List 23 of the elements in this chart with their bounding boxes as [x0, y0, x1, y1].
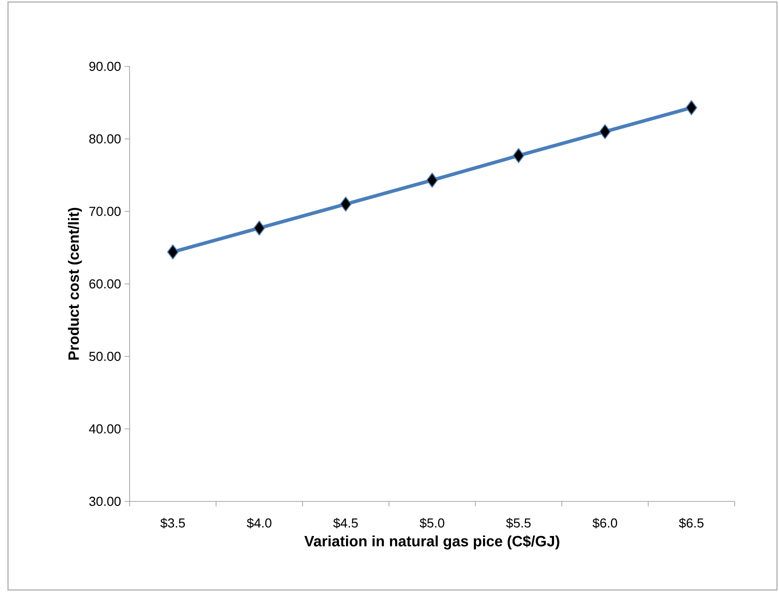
- y-tick-label: 30.00: [89, 496, 121, 506]
- x-tick-label: $6.0: [592, 518, 618, 528]
- point: [340, 196, 352, 212]
- x-tick-label: $5.0: [420, 518, 444, 528]
- y-tick-label: 70.00: [89, 206, 121, 216]
- point: [686, 100, 698, 116]
- y-axis-title: Product cost (cent/lit): [68, 208, 82, 360]
- y-tick-label: 60.00: [89, 279, 121, 288]
- x-tick-label: $4.5: [333, 518, 358, 528]
- x-tick-label: $4.0: [246, 518, 272, 528]
- y-tick-label: 90.00: [89, 62, 121, 71]
- y-tick-label: 50.00: [89, 352, 121, 361]
- point: [254, 220, 266, 236]
- x-axis-title: Variation in natural gas pice (C$/GJ): [304, 535, 560, 550]
- point: [512, 148, 524, 164]
- point: [167, 244, 179, 260]
- y-tick-label: 40.00: [89, 424, 121, 434]
- x-tick-label: $6.5: [678, 518, 704, 528]
- point: [599, 124, 611, 140]
- x-tick-label: $5.5: [506, 518, 531, 528]
- point: [426, 172, 438, 188]
- y-tick-label: 80.00: [89, 134, 121, 144]
- x-tick-label: $3.5: [160, 518, 185, 528]
